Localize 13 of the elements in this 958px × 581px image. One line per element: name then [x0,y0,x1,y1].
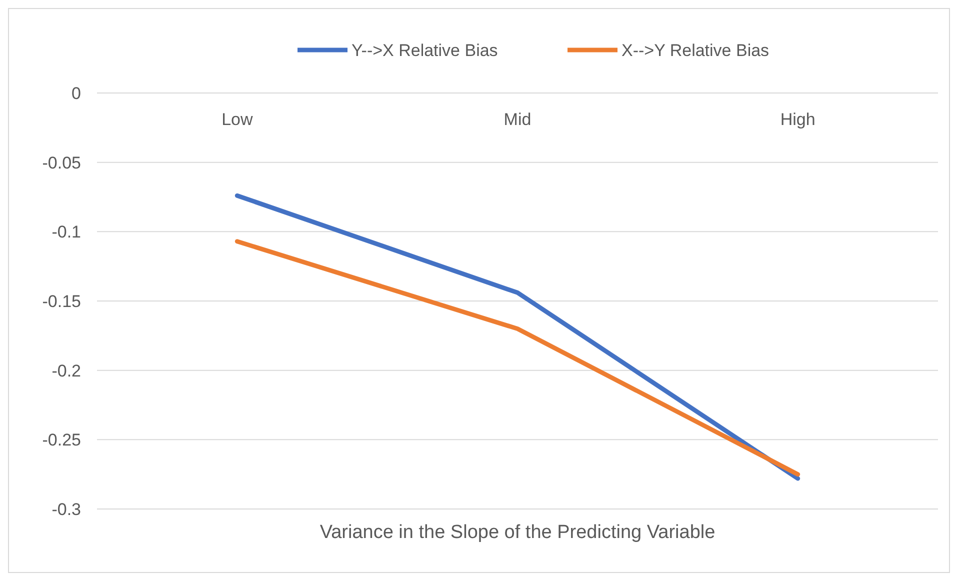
y-tick-label: -0.15 [42,292,81,311]
y-tick-label: -0.3 [52,500,81,519]
x-axis-title: Variance in the Slope of the Predicting Variable [320,522,716,543]
x-tick-label: Low [222,110,254,129]
x-tick-label: Mid [504,110,532,129]
y-tick-label: 0 [72,84,81,103]
legend-label: X-->Y Relative Bias [622,40,770,60]
y-tick-label: -0.05 [42,153,81,172]
legend-label: Y-->X Relative Bias [352,40,498,60]
y-tick-label: -0.1 [52,222,81,242]
y-tick-label: -0.2 [52,361,81,380]
y-tick-label: -0.25 [42,430,81,450]
x-tick-label: High [780,110,816,129]
